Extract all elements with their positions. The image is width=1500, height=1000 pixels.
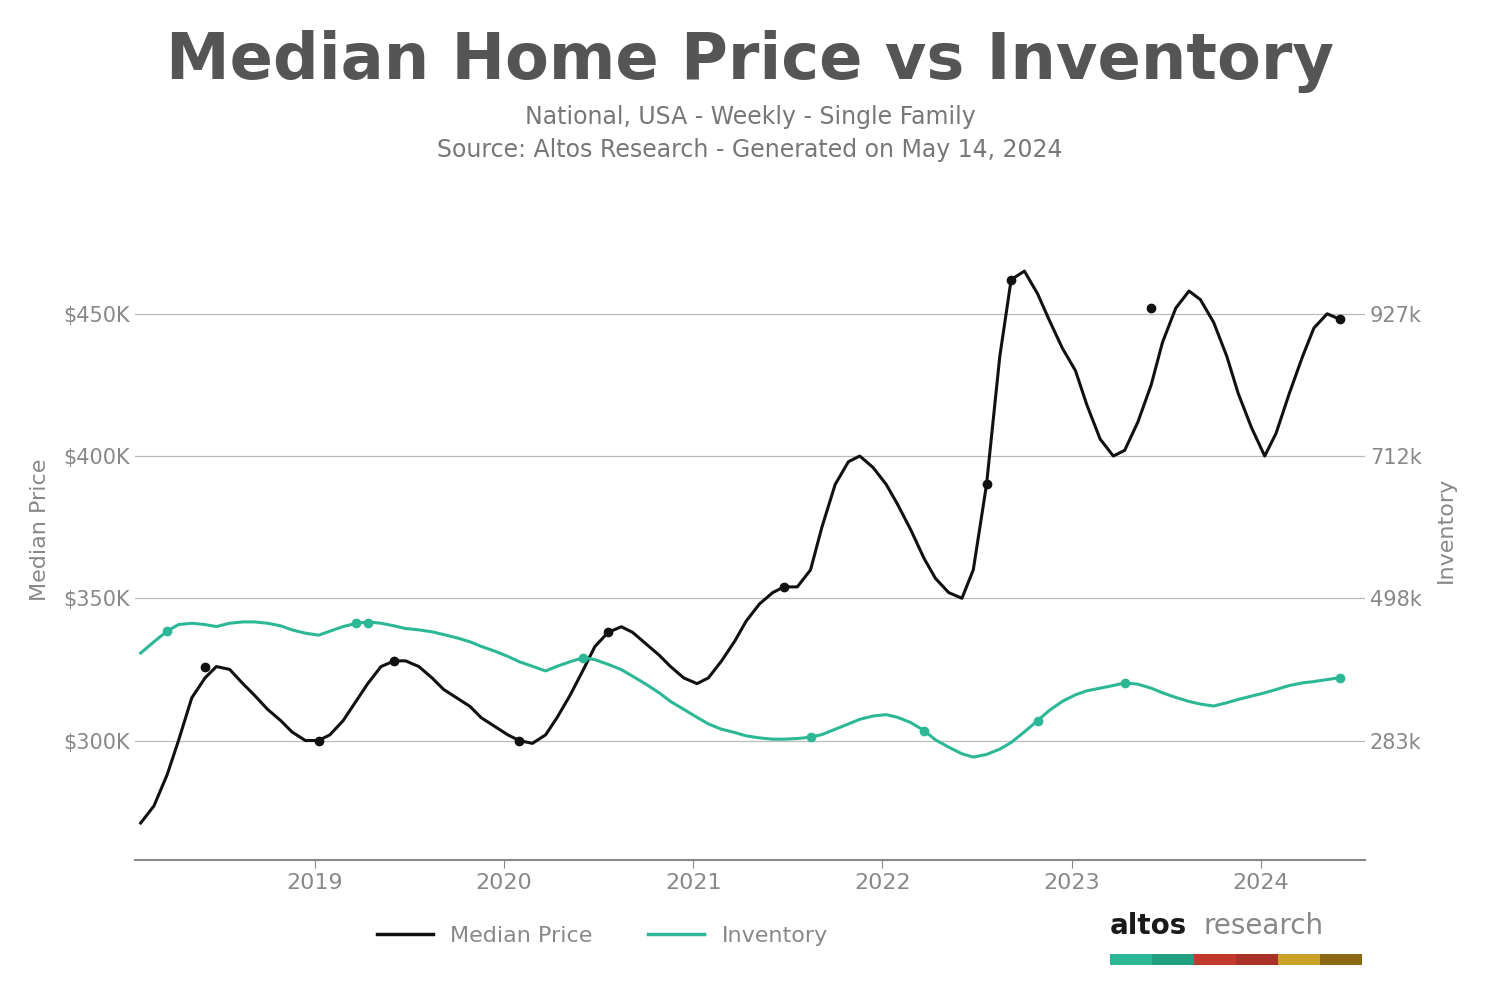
Text: National, USA - Weekly - Single Family: National, USA - Weekly - Single Family	[525, 105, 975, 129]
Text: Median Home Price vs Inventory: Median Home Price vs Inventory	[166, 30, 1334, 93]
Text: Source: Altos Research - Generated on May 14, 2024: Source: Altos Research - Generated on Ma…	[438, 138, 1062, 162]
Legend: Median Price, Inventory: Median Price, Inventory	[368, 917, 837, 954]
Text: altos: altos	[1110, 912, 1188, 940]
Y-axis label: Inventory: Inventory	[1436, 477, 1455, 583]
Y-axis label: Median Price: Median Price	[30, 459, 50, 601]
Text: research: research	[1203, 912, 1323, 940]
